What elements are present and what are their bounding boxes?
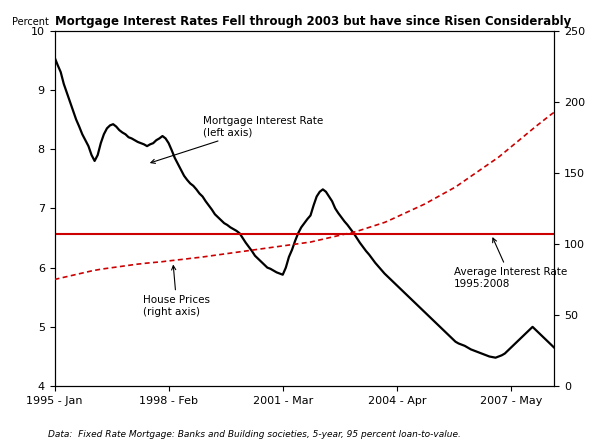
- Text: Average Interest Rate
1995:2008: Average Interest Rate 1995:2008: [454, 238, 568, 289]
- Text: Mortgage Interest Rates Fell through 2003 but have since Risen Considerably: Mortgage Interest Rates Fell through 200…: [55, 15, 571, 28]
- Text: Percent: Percent: [12, 17, 49, 27]
- Text: Data:  Fixed Rate Mortgage: Banks and Building societies, 5-year, 95 percent loa: Data: Fixed Rate Mortgage: Banks and Bui…: [48, 430, 461, 439]
- Text: House Prices
(right axis): House Prices (right axis): [143, 266, 211, 317]
- Text: Mortgage Interest Rate
(left axis): Mortgage Interest Rate (left axis): [151, 116, 323, 163]
